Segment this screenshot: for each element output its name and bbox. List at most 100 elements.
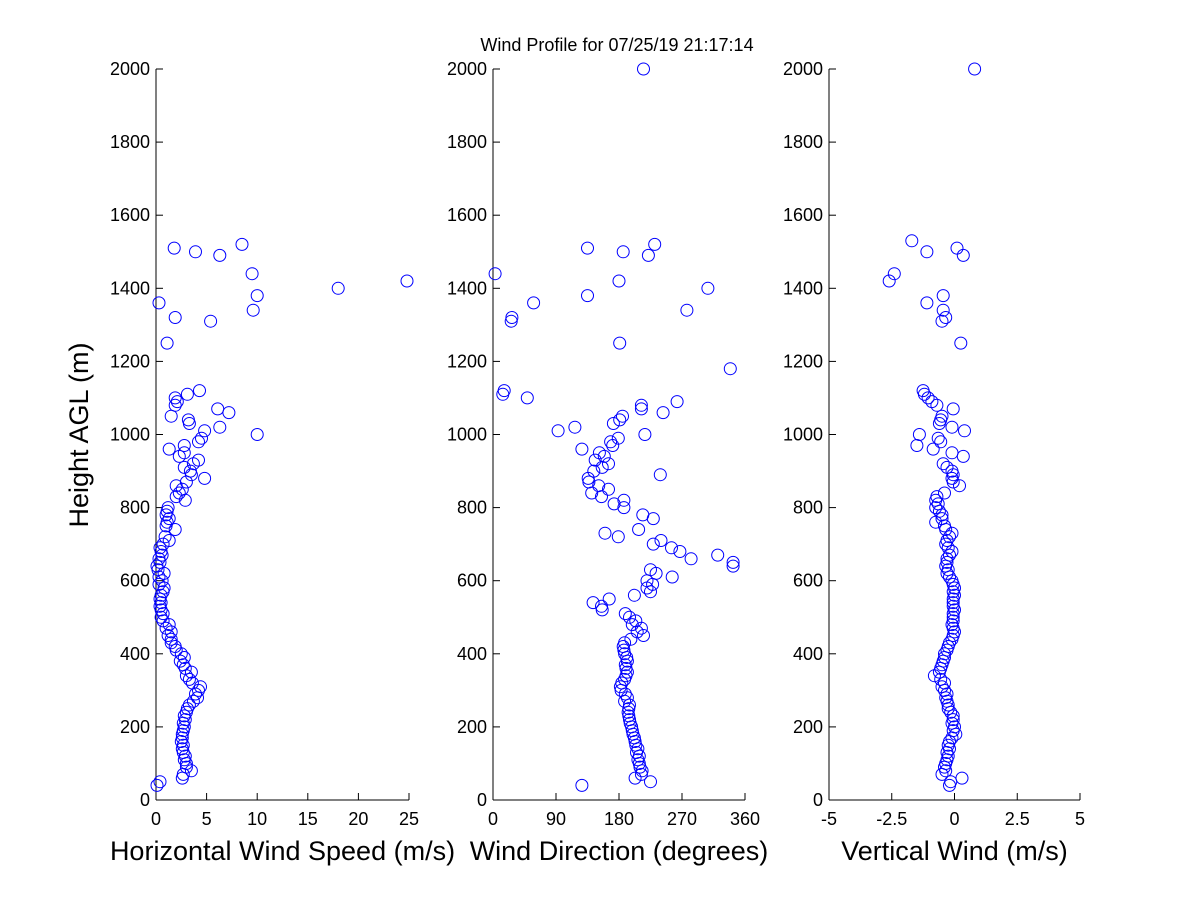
data-point (587, 464, 601, 478)
data-point (930, 490, 944, 504)
data-point (568, 420, 582, 434)
data-point (400, 274, 414, 288)
data-point (189, 245, 202, 259)
panel-vertical-wind: 0 200 400 600 800 1000 1200 1400 1600 1800 2000 -5 -… (783, 59, 1085, 866)
data-point (931, 497, 945, 511)
data-point (941, 541, 955, 555)
x-tick-label: 5 (1075, 809, 1085, 829)
data-point (602, 457, 615, 471)
data-point (612, 274, 626, 288)
data-point (156, 607, 170, 621)
data-point (684, 552, 698, 566)
data-point (632, 523, 646, 536)
data-point (164, 632, 178, 646)
data-point (953, 479, 966, 493)
data-point (948, 720, 961, 734)
y-tick-label: 400 (457, 644, 487, 664)
data-point (946, 599, 960, 613)
y-tick-label: 1200 (447, 351, 487, 371)
data-point (170, 395, 184, 409)
data-point (946, 596, 960, 610)
data-point (154, 610, 168, 624)
data-point (198, 424, 212, 438)
data-point (936, 289, 950, 303)
data-point (954, 336, 968, 350)
data-point (956, 248, 970, 262)
data-point (941, 702, 955, 716)
data-point (178, 661, 192, 675)
data-point (644, 585, 657, 599)
data-point (653, 468, 667, 482)
data-point (618, 607, 632, 621)
data-point (701, 281, 715, 295)
data-point (611, 530, 625, 544)
data-point (968, 62, 982, 76)
data-point (616, 409, 629, 423)
data-point (670, 395, 684, 409)
data-points (150, 237, 414, 792)
data-point (158, 530, 172, 544)
data-point (618, 636, 632, 650)
data-point (204, 314, 218, 328)
data-point (160, 515, 174, 529)
data-point (648, 237, 662, 251)
data-point (527, 296, 541, 310)
data-point (164, 409, 178, 423)
data-point (581, 289, 594, 303)
y-tick-label: 600 (457, 571, 487, 591)
data-point (946, 577, 960, 591)
data-point (944, 775, 958, 789)
data-point (592, 446, 606, 460)
y-tick-label: 600 (120, 571, 150, 591)
data-point (185, 676, 199, 690)
data-point (497, 384, 511, 398)
data-point (630, 625, 644, 639)
data-point (213, 420, 227, 434)
data-point (625, 618, 639, 632)
data-point (588, 453, 602, 467)
data-point (936, 303, 950, 317)
data-point (635, 764, 649, 778)
data-point (944, 705, 958, 719)
data-point (595, 460, 609, 474)
data-point (627, 588, 641, 602)
data-point (164, 636, 178, 650)
x-tick-label: -5 (821, 809, 837, 829)
data-point (934, 435, 948, 449)
data-point (929, 501, 943, 515)
y-tick-label: 2000 (447, 59, 487, 79)
data-point (623, 610, 636, 624)
y-tick-label: 1800 (447, 132, 487, 152)
data-point (939, 311, 953, 324)
panel-wind-direction: 0 200 400 600 800 1000 1200 1400 1600 1800 2000 0 90… (447, 59, 768, 866)
data-point (167, 241, 181, 255)
data-point (184, 665, 198, 679)
data-point (168, 640, 182, 653)
data-point (160, 336, 174, 350)
data-point (665, 570, 679, 584)
data-point (925, 395, 939, 409)
data-point (943, 636, 956, 650)
data-point (726, 555, 740, 569)
data-point (150, 559, 164, 573)
data-point (946, 709, 960, 723)
data-point (940, 555, 954, 569)
data-point (634, 398, 648, 412)
data-point (613, 413, 627, 427)
data-point (607, 497, 621, 511)
x-tick-label: -2.5 (876, 809, 907, 829)
data-point (176, 658, 190, 672)
y-tick-label: 0 (477, 790, 487, 810)
data-point (628, 771, 642, 785)
data-point (934, 672, 948, 686)
x-tick-label: 2.5 (1005, 809, 1030, 829)
data-point (184, 764, 198, 778)
data-point (585, 486, 599, 500)
data-point (331, 281, 345, 295)
y-tick-label: 1400 (783, 278, 823, 298)
data-point (156, 537, 170, 551)
data-point (623, 698, 636, 712)
data-point (150, 778, 164, 792)
data-point (154, 588, 168, 602)
